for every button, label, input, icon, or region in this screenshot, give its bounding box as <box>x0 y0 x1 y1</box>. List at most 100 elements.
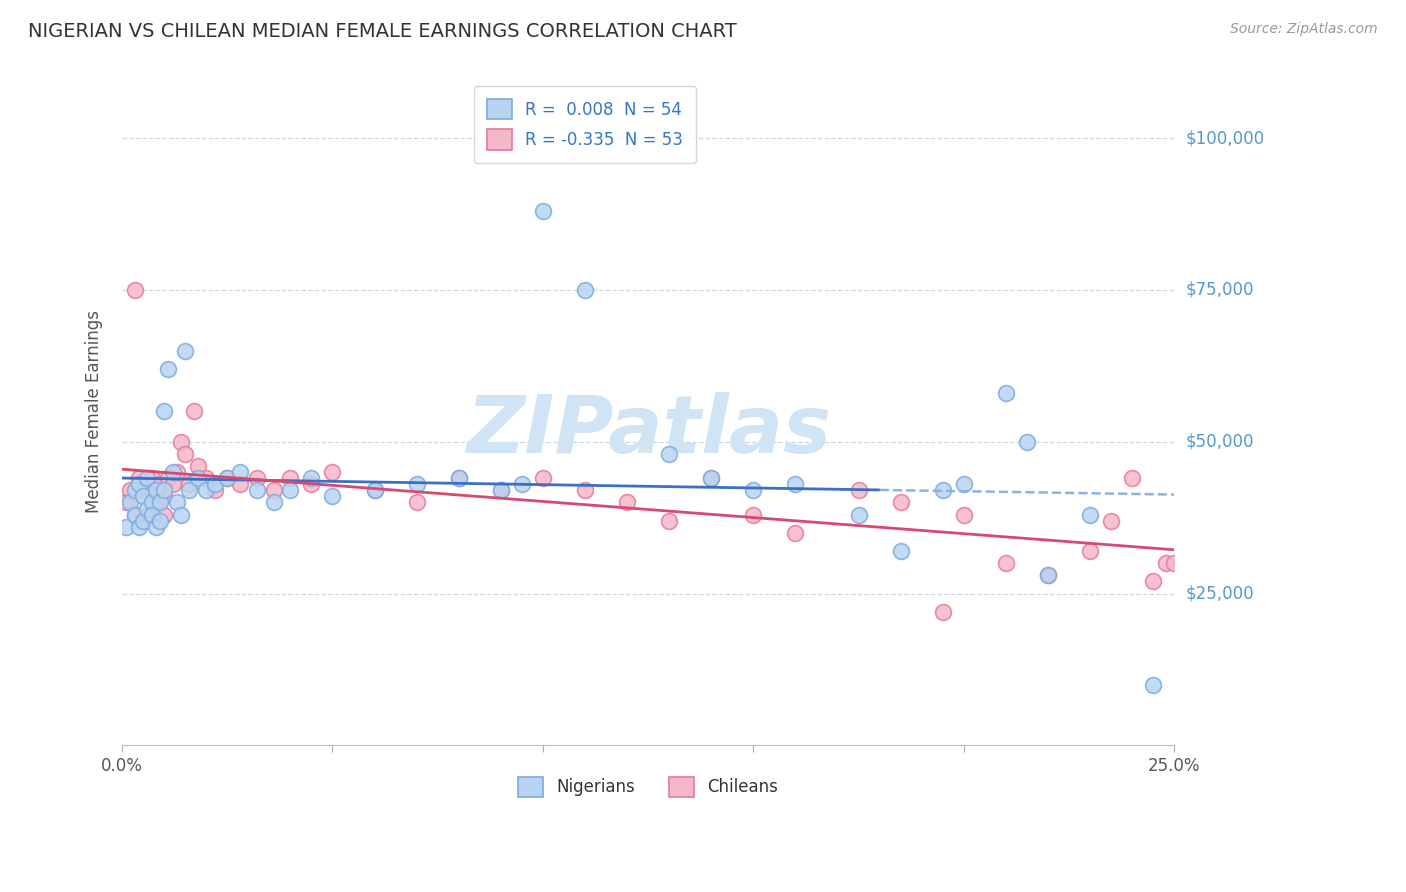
Point <box>489 483 512 498</box>
Point <box>1036 568 1059 582</box>
Point <box>179 483 201 498</box>
Point <box>128 477 150 491</box>
Point <box>658 447 681 461</box>
Text: NIGERIAN VS CHILEAN MEDIAN FEMALE EARNINGS CORRELATION CHART: NIGERIAN VS CHILEAN MEDIAN FEMALE EARNIN… <box>28 22 737 41</box>
Point <box>489 483 512 498</box>
Point <box>132 514 155 528</box>
Point <box>263 495 285 509</box>
Point <box>195 471 218 485</box>
Point <box>700 471 723 485</box>
Y-axis label: Median Female Earnings: Median Female Earnings <box>86 310 103 513</box>
Point <box>124 508 146 522</box>
Legend: Nigerians, Chileans: Nigerians, Chileans <box>512 770 785 804</box>
Point <box>848 508 870 522</box>
Point <box>994 556 1017 570</box>
Point <box>1142 677 1164 691</box>
Point <box>363 483 385 498</box>
Point <box>531 204 554 219</box>
Point <box>246 471 269 485</box>
Point <box>510 477 533 491</box>
Text: $75,000: $75,000 <box>1185 281 1254 299</box>
Point <box>166 495 188 509</box>
Point <box>301 477 323 491</box>
Point <box>124 283 146 297</box>
Point <box>141 508 163 522</box>
Point <box>405 495 427 509</box>
Point <box>246 483 269 498</box>
Point <box>115 519 138 533</box>
Point <box>149 477 172 491</box>
Point <box>229 477 252 491</box>
Point <box>174 447 197 461</box>
Point <box>132 483 155 498</box>
Point <box>204 483 226 498</box>
Point <box>128 519 150 533</box>
Point <box>932 605 955 619</box>
Point <box>187 471 209 485</box>
Point <box>531 471 554 485</box>
Point <box>405 477 427 491</box>
Point <box>141 483 163 498</box>
Text: $25,000: $25,000 <box>1185 584 1254 602</box>
Point <box>742 483 765 498</box>
Point <box>128 471 150 485</box>
Point <box>132 489 155 503</box>
Point <box>124 483 146 498</box>
Point <box>157 471 180 485</box>
Text: $50,000: $50,000 <box>1185 433 1254 450</box>
Point <box>157 362 180 376</box>
Point <box>574 483 596 498</box>
Point <box>616 495 638 509</box>
Point <box>1078 544 1101 558</box>
Point <box>136 501 159 516</box>
Point <box>149 495 172 509</box>
Point <box>952 477 974 491</box>
Point <box>742 508 765 522</box>
Point <box>170 508 193 522</box>
Point <box>952 508 974 522</box>
Point <box>217 471 239 485</box>
Point <box>183 404 205 418</box>
Point <box>994 386 1017 401</box>
Point <box>785 525 807 540</box>
Point <box>1036 568 1059 582</box>
Point <box>447 471 470 485</box>
Point <box>890 544 912 558</box>
Point <box>149 514 172 528</box>
Point <box>124 508 146 522</box>
Point <box>301 471 323 485</box>
Point <box>574 283 596 297</box>
Point <box>166 465 188 479</box>
Point <box>700 471 723 485</box>
Point <box>217 471 239 485</box>
Point <box>115 495 138 509</box>
Point <box>204 477 226 491</box>
Point <box>1015 434 1038 449</box>
Text: Source: ZipAtlas.com: Source: ZipAtlas.com <box>1230 22 1378 37</box>
Point <box>1154 556 1177 570</box>
Point <box>321 465 343 479</box>
Point <box>141 471 163 485</box>
Point <box>1099 514 1122 528</box>
Point <box>145 483 167 498</box>
Text: $100,000: $100,000 <box>1185 129 1264 147</box>
Point <box>187 458 209 473</box>
Point <box>280 471 302 485</box>
Point <box>1163 556 1185 570</box>
Point <box>120 483 142 498</box>
Point <box>263 483 285 498</box>
Point <box>162 465 184 479</box>
Point <box>141 495 163 509</box>
Point <box>153 483 176 498</box>
Point <box>136 471 159 485</box>
Point <box>174 343 197 358</box>
Point <box>229 465 252 479</box>
Point <box>145 519 167 533</box>
Text: ZIPatlas: ZIPatlas <box>465 392 831 470</box>
Point <box>1078 508 1101 522</box>
Point <box>363 483 385 498</box>
Point <box>890 495 912 509</box>
Point <box>658 514 681 528</box>
Point <box>153 404 176 418</box>
Point <box>120 495 142 509</box>
